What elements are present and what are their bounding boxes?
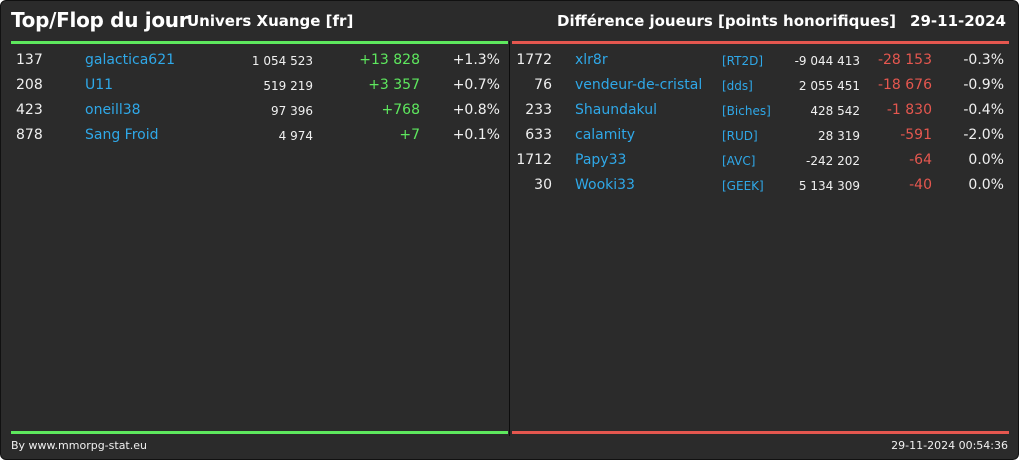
top-row: 878 Sang Froid 4 974 +7 +0.1% — [11, 125, 508, 150]
player-rank: 233 — [525, 102, 552, 118]
points-gain: +7 — [399, 127, 420, 143]
player-rank: 878 — [16, 127, 43, 143]
gain-percent: +0.8% — [452, 102, 500, 118]
alliance-tag-link[interactable]: [AVC] — [722, 154, 756, 168]
gain-percent: +0.1% — [452, 127, 500, 143]
loss-percent: 0.0% — [968, 177, 1004, 193]
player-name-link[interactable]: vendeur-de-cristal — [575, 77, 703, 93]
loss-percent: -0.4% — [963, 102, 1004, 118]
metric-label: Différence joueurs [points honorifiques] — [557, 12, 897, 30]
player-rank: 633 — [525, 127, 552, 143]
flop-row: 1712 Papy33 [AVC] -242 202 -64 0.0% — [512, 150, 1009, 175]
loss-percent: -0.3% — [963, 52, 1004, 68]
flop-row: 633 calamity [RUD] 28 319 -591 -2.0% — [512, 125, 1009, 150]
header-date: 29-11-2024 — [910, 12, 1006, 30]
flop-panel: 1772 xlr8r [RT2D] -9 044 413 -28 153 -0.3% 76 v… — [512, 41, 1009, 436]
player-points: 97 396 — [271, 104, 313, 118]
player-rank: 1712 — [516, 152, 552, 168]
player-name-link[interactable]: Wooki33 — [575, 177, 635, 193]
points-loss: -40 — [909, 177, 932, 193]
player-name-link[interactable]: galactica621 — [85, 52, 176, 68]
alliance-tag-link[interactable]: [GEEK] — [722, 179, 764, 193]
player-name-link[interactable]: calamity — [575, 127, 636, 143]
alliance-tag-link[interactable]: [RUD] — [722, 129, 758, 143]
top-row: 137 galactica621 1 054 523 +13 828 +1.3% — [11, 50, 508, 75]
points-loss: -64 — [909, 152, 932, 168]
points-gain: +3 357 — [368, 77, 420, 93]
player-points: -9 044 413 — [794, 54, 860, 68]
flop-panel-bottom-bar — [512, 431, 1009, 434]
player-points: 2 055 451 — [798, 79, 860, 93]
flop-row: 233 Shaundakul [Biches] 428 542 -1 830 -0.4% — [512, 100, 1009, 125]
universe-label: Univers Xuange [fr] — [187, 12, 354, 30]
points-loss: -28 153 — [877, 52, 932, 68]
points-loss: -18 676 — [877, 77, 932, 93]
points-loss: -591 — [900, 127, 932, 143]
footer-credit: By www.mmorpg-stat.eu — [11, 439, 147, 452]
loss-percent: 0.0% — [968, 152, 1004, 168]
points-gain: +768 — [381, 102, 420, 118]
player-rank: 1772 — [516, 52, 552, 68]
flop-list: 1772 xlr8r [RT2D] -9 044 413 -28 153 -0.3% 76 v… — [512, 50, 1009, 200]
top-panel-bottom-bar — [11, 431, 508, 434]
player-rank: 208 — [16, 77, 43, 93]
top-row: 423 oneill38 97 396 +768 +0.8% — [11, 100, 508, 125]
player-points: -242 202 — [806, 154, 860, 168]
flop-row: 76 vendeur-de-cristal [dds] 2 055 451 -18 67… — [512, 75, 1009, 100]
flop-row: 1772 xlr8r [RT2D] -9 044 413 -28 153 -0.3% — [512, 50, 1009, 75]
player-rank: 423 — [16, 102, 43, 118]
player-rank: 30 — [534, 177, 552, 193]
player-name-link[interactable]: oneill38 — [85, 102, 141, 118]
footer-timestamp: 29-11-2024 00:54:36 — [891, 439, 1008, 452]
alliance-tag-link[interactable]: [dds] — [722, 79, 753, 93]
player-rank: 76 — [534, 77, 552, 93]
page-title: Top/Flop du jour — [11, 8, 189, 32]
points-loss: -1 830 — [886, 102, 932, 118]
flop-panel-top-bar — [512, 41, 1009, 44]
loss-percent: -0.9% — [963, 77, 1004, 93]
top-panel-top-bar — [11, 41, 508, 44]
panel-divider — [509, 41, 510, 436]
player-name-link[interactable]: Sang Froid — [85, 127, 159, 143]
player-name-link[interactable]: xlr8r — [575, 52, 608, 68]
loss-percent: -2.0% — [963, 127, 1004, 143]
player-name-link[interactable]: Papy33 — [575, 152, 627, 168]
points-gain: +13 828 — [359, 52, 420, 68]
gain-percent: +0.7% — [452, 77, 500, 93]
alliance-tag-link[interactable]: [RT2D] — [722, 54, 764, 68]
alliance-tag-link[interactable]: [Biches] — [722, 104, 771, 118]
player-points: 428 542 — [810, 104, 860, 118]
top-row: 208 U11 519 219 +3 357 +0.7% — [11, 75, 508, 100]
player-points: 1 054 523 — [251, 54, 313, 68]
header-info: Différence joueurs [points honorifiques]… — [557, 12, 1006, 30]
player-name-link[interactable]: U11 — [85, 77, 114, 93]
player-points: 28 319 — [818, 129, 860, 143]
gain-percent: +1.3% — [452, 52, 500, 68]
header: Top/Flop du jour Univers Xuange [fr] Dif… — [1, 1, 1018, 41]
top-panel: 137 galactica621 1 054 523 +13 828 +1.3% 208 U… — [11, 41, 508, 436]
player-points: 5 134 309 — [798, 179, 860, 193]
player-rank: 137 — [16, 52, 43, 68]
player-points: 519 219 — [263, 79, 313, 93]
flop-row: 30 Wooki33 [GEEK] 5 134 309 -40 0.0% — [512, 175, 1009, 200]
player-name-link[interactable]: Shaundakul — [575, 102, 657, 118]
player-points: 4 974 — [278, 129, 313, 143]
top-list: 137 galactica621 1 054 523 +13 828 +1.3% 208 U… — [11, 50, 508, 150]
